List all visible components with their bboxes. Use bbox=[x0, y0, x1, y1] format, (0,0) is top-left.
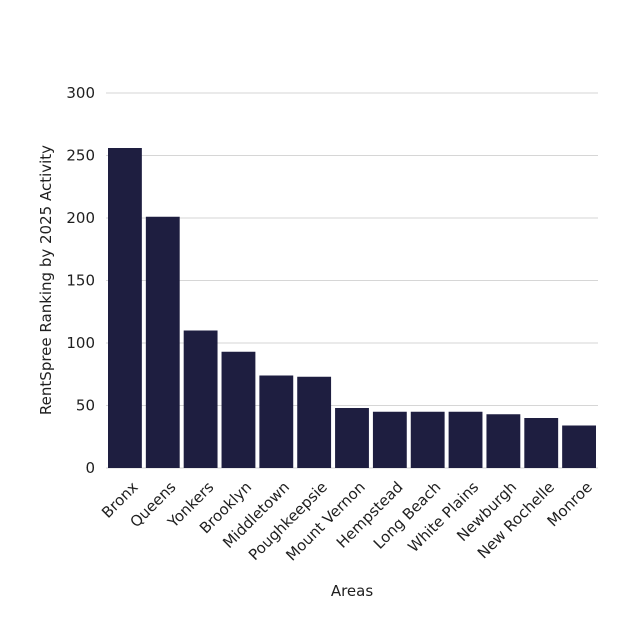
bar-middletown bbox=[259, 375, 294, 468]
bar-new-rochelle bbox=[524, 418, 559, 468]
y-axis-ticks: 0 50 100 150 200 250 300 bbox=[66, 84, 95, 477]
y-tick-label: 0 bbox=[85, 459, 95, 477]
bar-brooklyn bbox=[221, 351, 256, 468]
y-tick-label: 300 bbox=[66, 84, 95, 102]
bar-mount-vernon bbox=[335, 408, 369, 468]
bar-monroe bbox=[562, 425, 596, 468]
bar-newburgh bbox=[486, 414, 521, 468]
bar-bronx bbox=[108, 148, 142, 468]
x-axis-ticks: BronxQueensYonkersBrooklynMiddletownPoug… bbox=[98, 478, 596, 565]
y-tick-label: 250 bbox=[66, 147, 95, 165]
y-tick-label: 150 bbox=[66, 272, 95, 290]
bar-poughkeepsie bbox=[297, 376, 332, 468]
bar-queens bbox=[145, 216, 180, 468]
bar-white-plains bbox=[448, 411, 483, 468]
y-axis-title: RentSpree Ranking by 2025 Activity bbox=[37, 145, 55, 415]
y-tick-label: 50 bbox=[76, 397, 95, 415]
y-tick-label: 100 bbox=[66, 334, 95, 352]
bars bbox=[108, 148, 596, 468]
x-axis-title: Areas bbox=[331, 582, 374, 600]
bar-hempstead bbox=[372, 411, 407, 468]
bar-yonkers bbox=[183, 330, 218, 468]
y-tick-label: 200 bbox=[66, 209, 95, 227]
bar-long-beach bbox=[410, 411, 445, 468]
